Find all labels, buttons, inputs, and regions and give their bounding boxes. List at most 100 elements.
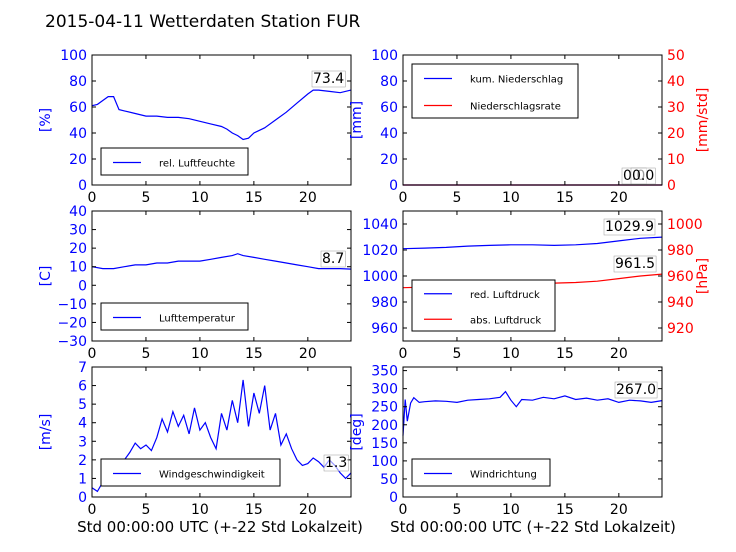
- precipitation-chart: 0 5 10 15 20 0 20 40 60 80 100 0 10 20 30 40 50 [mm] [mm/s…: [349, 48, 711, 206]
- humidity-y-tick-label: 100: [60, 48, 87, 64]
- pressure-y-right-tick-label: 1000: [667, 217, 703, 233]
- humidity-value-annotation-box: [311, 70, 346, 88]
- humidity-y-tick-label: 0: [78, 178, 87, 194]
- precipitation-y-right-tick-label: 50: [667, 48, 685, 64]
- precipitation-y-tick-label: 100: [371, 48, 398, 64]
- pressure-y-tick-label: 1040: [362, 217, 398, 233]
- temperature-y-tick-label: 30: [69, 223, 87, 239]
- precipitation-y-right-tick-label: 30: [667, 100, 685, 116]
- pressure-x-tick-label: 5: [452, 346, 461, 362]
- precipitation-legend-label: Niederschlagsrate: [470, 102, 561, 113]
- precipitation-value-annotation: 0.0: [632, 168, 654, 184]
- winddirection-series-0-line: [402, 390, 663, 436]
- figure-title: 2015-04-11 Wetterdaten Station FUR: [45, 12, 361, 32]
- temperature-x-tick-label: 10: [191, 346, 209, 362]
- windspeed-x-tick-label: 0: [88, 502, 97, 518]
- windspeed-plot-frame: [91, 366, 352, 498]
- precipitation-y-tick-label: 60: [380, 100, 398, 116]
- temperature-x-tick-label: 0: [88, 346, 97, 362]
- winddirection-chart: 0 5 10 15 20050100150200250300350[deg]Windri…: [349, 364, 663, 518]
- pressure-y-right-tick-label: 980: [667, 243, 694, 259]
- temperature-value-annotation: 8.7: [322, 251, 344, 267]
- windspeed-y-tick-label: 6: [78, 379, 87, 395]
- pressure-legend-label: red. Luftdruck: [470, 290, 540, 301]
- winddirection-legend-box: [411, 458, 551, 487]
- pressure-x-tick-label: 15: [556, 346, 574, 362]
- windspeed-series-0-line: [91, 379, 352, 493]
- pressure-y-right-axis-label: [hPa]: [695, 258, 711, 294]
- windspeed-y-tick-label: 4: [78, 416, 87, 432]
- temperature-legend-label: Lufttemperatur: [159, 314, 236, 325]
- windspeed-legend-label: Windgeschwindigkeit: [159, 470, 265, 481]
- pressure-value-annotation: 961.5: [615, 256, 655, 272]
- winddirection-y-tick-label: 0: [389, 490, 398, 506]
- windspeed-x-tick-label: 15: [245, 502, 263, 518]
- humidity-chart: 0 5 10 15 20 0 20 40 60 80 100 [%] rel. Luftfeuchte 7…: [38, 48, 352, 206]
- winddirection-y-tick-label: 100: [371, 454, 398, 470]
- windspeed-x-tick-label: 5: [141, 502, 150, 518]
- precipitation-plot-frame: [402, 54, 663, 186]
- winddirection-y-tick-label: 300: [371, 382, 398, 398]
- windspeed-value-annotation-box: [323, 454, 349, 472]
- left-x-axis-label: Std 00:00:00 UTC (+-22 Std Lokalzeit): [77, 518, 363, 536]
- humidity-x-tick-label: 20: [299, 190, 317, 206]
- precipitation-x-tick-label: 15: [556, 190, 574, 206]
- pressure-value-annotation-box: [613, 255, 657, 273]
- pressure-legend-box: [411, 279, 556, 332]
- humidity-y-tick-label: 20: [69, 152, 87, 168]
- temperature-y-tick-label: 20: [69, 241, 87, 257]
- windspeed-x-tick-label: 10: [191, 502, 209, 518]
- winddirection-x-tick-label: 10: [502, 502, 520, 518]
- windspeed-value-annotation: 1.3: [325, 455, 347, 471]
- temperature-y-axis-label: [C]: [38, 266, 54, 287]
- precipitation-y-tick-label: 40: [380, 126, 398, 142]
- precipitation-x-tick-label: 5: [452, 190, 461, 206]
- winddirection-value-annotation-box: [614, 381, 658, 399]
- pressure-series-0-line: [402, 236, 663, 250]
- temperature-y-tick-label: 10: [69, 260, 87, 276]
- precipitation-legend-box: [411, 63, 579, 119]
- humidity-y-tick-label: 40: [69, 126, 87, 142]
- precipitation-legend-label: kum. Niederschlag: [470, 75, 563, 86]
- pressure-y-right-tick-label: 940: [667, 295, 694, 311]
- temperature-y-tick-label: −20: [57, 315, 87, 331]
- temperature-series-0-line: [91, 253, 352, 270]
- precipitation-y-right-tick-label: 10: [667, 152, 685, 168]
- temperature-x-tick-label: 15: [245, 346, 263, 362]
- temperature-y-tick-label: −30: [57, 334, 87, 350]
- windspeed-y-tick-label: 3: [78, 434, 87, 450]
- precipitation-y-right-tick-label: 0: [667, 178, 676, 194]
- humidity-y-tick-label: 80: [69, 74, 87, 90]
- temperature-x-tick-label: 20: [299, 346, 317, 362]
- windspeed-y-tick-label: 0: [78, 490, 87, 506]
- temperature-chart: 0 5 10 15 20 −30 −20 −10 0 10 20 30 40 [C] Lufttempera…: [38, 204, 352, 362]
- precipitation-y-tick-label: 20: [380, 152, 398, 168]
- humidity-value-annotation: 73.4: [313, 71, 344, 87]
- windspeed-y-tick-label: 7: [78, 360, 87, 376]
- winddirection-x-tick-label: 0: [399, 502, 408, 518]
- precipitation-y-right-tick-label: 20: [667, 126, 685, 142]
- windspeed-legend-box: [100, 458, 281, 487]
- winddirection-plot-frame: [402, 366, 663, 498]
- pressure-value-annotation: 1029.9: [605, 219, 654, 235]
- winddirection-y-tick-label: 350: [371, 364, 398, 380]
- pressure-y-right-tick-label: 960: [667, 269, 694, 285]
- precipitation-y-right-axis-label: [mm/std]: [695, 88, 711, 153]
- pressure-x-tick-label: 0: [399, 346, 408, 362]
- windspeed-chart: 0 5 10 15 2001234567[m/s]Windgeschwindigkeit…: [38, 360, 352, 518]
- humidity-x-tick-label: 10: [191, 190, 209, 206]
- humidity-y-tick-label: 60: [69, 100, 87, 116]
- humidity-legend-label: rel. Luftfeuchte: [159, 159, 235, 170]
- humidity-x-tick-label: 5: [141, 190, 150, 206]
- pressure-x-tick-label: 10: [502, 346, 520, 362]
- pressure-y-tick-label: 1000: [362, 269, 398, 285]
- precipitation-y-tick-label: 0: [389, 178, 398, 194]
- windspeed-y-axis-label: [m/s]: [38, 414, 54, 451]
- humidity-legend-box: [100, 147, 249, 176]
- temperature-y-tick-label: 0: [78, 278, 87, 294]
- temperature-plot-frame: [91, 210, 352, 342]
- pressure-chart: 0 5 10 15 20 960 980 1000 1020 1040 920 940 960 980 10…: [362, 210, 711, 362]
- temperature-x-tick-label: 5: [141, 346, 150, 362]
- precipitation-value-annotation-box: [630, 167, 656, 185]
- precipitation-y-axis-label: [mm]: [349, 101, 365, 139]
